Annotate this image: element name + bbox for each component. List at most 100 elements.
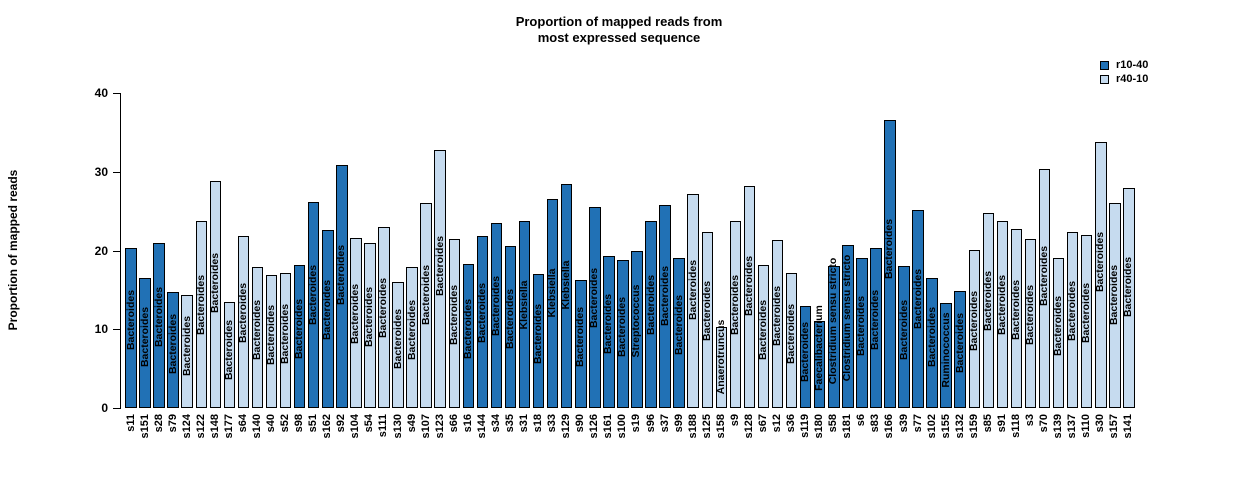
legend-label: r10-40 xyxy=(1116,59,1149,71)
bar xyxy=(743,185,756,408)
bar xyxy=(589,207,601,408)
x-tick-label: s37 xyxy=(658,414,671,433)
bar xyxy=(322,230,334,408)
bar xyxy=(729,220,742,408)
bar xyxy=(378,226,390,408)
bar xyxy=(828,266,840,408)
bar xyxy=(631,250,643,408)
bar xyxy=(293,264,306,408)
x-tick-label: s79 xyxy=(166,414,179,433)
bar xyxy=(1024,239,1037,408)
x-tick-label: s123 xyxy=(433,414,446,439)
bar-genus-label: Bacteroides xyxy=(532,304,545,365)
bar xyxy=(603,256,615,408)
x-tick-label: s140 xyxy=(250,414,263,439)
bar-genus-label: Bacteroides xyxy=(405,300,418,361)
bar-genus-label: Bacteroides xyxy=(180,315,193,376)
bar xyxy=(1080,234,1093,408)
bar xyxy=(687,193,699,408)
x-tick-label: s128 xyxy=(742,414,755,439)
chart-title: Proportion of mapped reads from most exp… xyxy=(0,14,1238,46)
bar xyxy=(139,278,151,408)
legend: r10-40 r40-10 xyxy=(1100,58,1148,86)
bar-genus-label: Streptococcus xyxy=(630,284,643,358)
x-tick-label: s35 xyxy=(503,414,516,433)
bar-genus-label: Bacteroides xyxy=(855,295,868,356)
x-tick-label: s30 xyxy=(1094,414,1107,433)
bar-genus-label: Klebsiella xyxy=(518,280,531,330)
bar-genus-label: Bacteroides xyxy=(194,274,207,335)
bar-genus-label: Bacteroides xyxy=(1094,231,1107,292)
bar-genus-label: Clostridium sensu stricto xyxy=(841,255,854,382)
legend-item: r10-40 xyxy=(1100,58,1148,72)
bar-genus-label: Bacteroides xyxy=(250,300,263,361)
bar xyxy=(181,294,193,408)
bar xyxy=(799,306,812,408)
x-tick-label: s19 xyxy=(630,414,643,433)
bar-genus-label: Klebsiella xyxy=(560,260,573,310)
x-tick-label: s161 xyxy=(602,414,615,439)
bar-genus-label: Bacteroides xyxy=(1108,265,1121,326)
bar xyxy=(546,199,559,408)
bar xyxy=(673,257,685,408)
chart-title-line2: most expressed sequence xyxy=(537,30,701,45)
bar-genus-label: Bacteroides xyxy=(335,244,348,305)
bar xyxy=(1010,229,1023,408)
bar-genus-label: Bacteroides xyxy=(236,283,249,344)
bar-genus-label: Bacteroides xyxy=(1038,246,1051,307)
x-tick-label: s67 xyxy=(756,414,769,433)
bar xyxy=(420,203,432,408)
bar-genus-label: Bacteroides xyxy=(953,313,966,374)
x-tick-label: s129 xyxy=(560,414,573,439)
x-tick-label: s155 xyxy=(939,414,952,439)
bar xyxy=(167,292,179,408)
bar xyxy=(462,263,475,408)
bar-genus-label: Bacteroides xyxy=(771,285,784,346)
bar-genus-label: Bacteroides xyxy=(785,303,798,364)
bar-genus-label: Bacteroides xyxy=(742,255,755,316)
x-tick-label: s166 xyxy=(883,414,896,439)
bar xyxy=(982,213,995,408)
bar xyxy=(448,239,460,408)
x-tick-label: s12 xyxy=(771,414,784,433)
bar-genus-label: Bacteroides xyxy=(686,260,699,321)
x-tick-label: s126 xyxy=(588,414,601,439)
x-tick-label: s91 xyxy=(995,414,1008,433)
legend-item: r40-10 xyxy=(1100,72,1148,86)
bar-genus-label: Bacteroides xyxy=(433,235,446,296)
bar xyxy=(434,149,446,408)
x-tick-label: s70 xyxy=(1038,414,1051,433)
y-tick-mark xyxy=(113,408,120,409)
x-tick-label: s132 xyxy=(953,414,966,439)
x-tick-label: s28 xyxy=(152,414,165,433)
x-tick-label: s100 xyxy=(616,414,629,439)
bar xyxy=(898,266,910,408)
x-tick-label: s18 xyxy=(532,414,545,433)
bar-genus-label: Bacteroides xyxy=(489,276,502,337)
x-tick-label: s162 xyxy=(321,414,334,439)
bar xyxy=(856,258,868,408)
bar-genus-label: Bacteroides xyxy=(1009,279,1022,340)
bar-genus-label: Bacteroides xyxy=(967,290,980,351)
x-tick-label: s58 xyxy=(827,414,840,433)
bar-genus-label: Bacteroides xyxy=(321,280,334,341)
bar xyxy=(785,272,798,408)
bar xyxy=(617,259,629,408)
bar-genus-label: Bacteroides xyxy=(265,304,278,365)
y-tick-mark xyxy=(113,329,120,331)
x-tick-label: s148 xyxy=(208,414,221,439)
bar xyxy=(884,119,896,408)
bar-genus-label: Bacteroides xyxy=(279,303,292,364)
bar-genus-label: Clostridium sensu stricto xyxy=(827,257,840,385)
bar-genus-label: Bacteroides xyxy=(503,288,516,349)
bar-genus-label: Bacteroides xyxy=(995,274,1008,335)
bar xyxy=(279,273,292,408)
bar-genus-label: Ruminococcus xyxy=(939,312,952,389)
bar xyxy=(307,202,320,408)
bar-genus-label: Bacteroides xyxy=(307,264,320,326)
x-tick-label: s118 xyxy=(1009,414,1022,438)
bar-genus-label: Bacteroides xyxy=(166,314,179,375)
y-tick-mark xyxy=(113,250,120,252)
x-tick-label: s122 xyxy=(194,414,207,439)
bar-genus-label: Bacteroides xyxy=(222,319,235,380)
